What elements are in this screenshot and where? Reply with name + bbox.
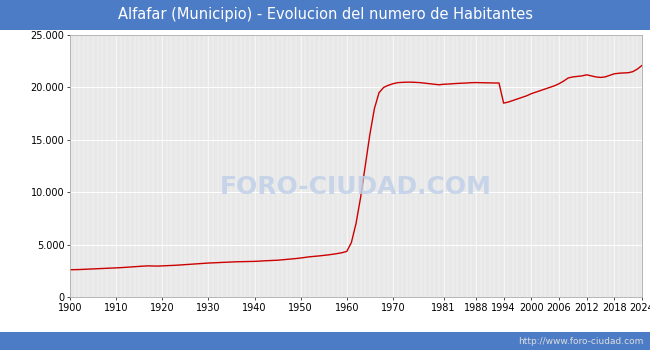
- Text: Alfafar (Municipio) - Evolucion del numero de Habitantes: Alfafar (Municipio) - Evolucion del nume…: [118, 7, 532, 22]
- Text: http://www.foro-ciudad.com: http://www.foro-ciudad.com: [518, 336, 644, 345]
- Text: FORO-CIUDAD.COM: FORO-CIUDAD.COM: [220, 175, 492, 199]
